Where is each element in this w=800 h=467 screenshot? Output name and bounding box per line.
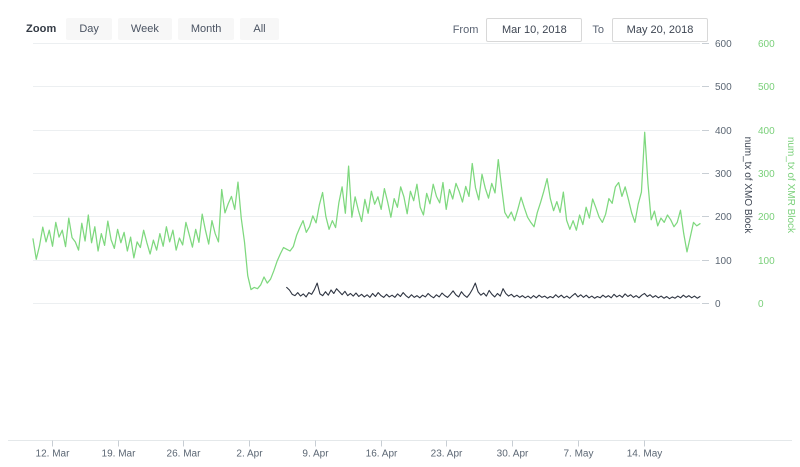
y-axis-left: 0 100 200 300 400 500 600 <box>702 39 732 310</box>
svg-text:600: 600 <box>758 39 775 50</box>
x-axis: 12. Mar 19. Mar 26. Mar 2. Apr 9. Apr 16. Apr… <box>8 440 792 460</box>
y-axis-right-title: num_tx of XMR Block <box>785 137 796 234</box>
from-label: From <box>452 24 479 36</box>
svg-text:400: 400 <box>715 126 732 137</box>
svg-text:500: 500 <box>758 82 775 93</box>
zoom-control-group: Zoom Day Week Month All <box>26 18 285 40</box>
svg-text:30. Apr: 30. Apr <box>497 449 529 460</box>
svg-text:14. May: 14. May <box>627 449 663 460</box>
svg-text:0: 0 <box>758 299 764 310</box>
svg-text:200: 200 <box>715 212 732 223</box>
svg-text:16. Apr: 16. Apr <box>366 449 398 460</box>
y-axis-left-title: num_tx of XMO Block <box>742 137 753 235</box>
svg-text:26. Mar: 26. Mar <box>167 449 202 460</box>
chart-toolbar: Zoom Day Week Month All From Mar 10, 201… <box>0 0 800 42</box>
svg-text:23. Apr: 23. Apr <box>431 449 463 460</box>
zoom-range-all-button[interactable]: All <box>240 18 279 40</box>
svg-text:9. Apr: 9. Apr <box>302 449 329 460</box>
series-line-xmo <box>286 282 701 300</box>
svg-text:7. May: 7. May <box>563 449 593 460</box>
series-line-xmr <box>32 131 701 291</box>
svg-text:600: 600 <box>715 39 732 50</box>
svg-text:200: 200 <box>758 212 775 223</box>
svg-text:300: 300 <box>715 169 732 180</box>
zoom-range-month-button[interactable]: Month <box>177 18 235 40</box>
svg-text:500: 500 <box>715 82 732 93</box>
gridlines <box>33 43 700 304</box>
svg-text:19. Mar: 19. Mar <box>102 449 137 460</box>
date-range-group: From Mar 10, 2018 To May 20, 2018 <box>453 18 708 42</box>
svg-text:100: 100 <box>715 256 732 267</box>
to-date-input[interactable]: May 20, 2018 <box>612 18 708 42</box>
to-label: To <box>592 24 604 36</box>
zoom-label: Zoom <box>26 23 57 35</box>
svg-text:2. Apr: 2. Apr <box>236 449 263 460</box>
zoom-range-week-button[interactable]: Week <box>117 18 172 40</box>
svg-text:12. Mar: 12. Mar <box>36 449 71 460</box>
svg-text:300: 300 <box>758 169 775 180</box>
svg-text:100: 100 <box>758 256 775 267</box>
y-axis-right: 0 100 200 300 400 500 600 <box>758 39 775 310</box>
svg-text:0: 0 <box>715 299 721 310</box>
svg-text:400: 400 <box>758 126 775 137</box>
from-date-input[interactable]: Mar 10, 2018 <box>486 18 583 42</box>
zoom-range-day-button[interactable]: Day <box>66 18 112 40</box>
